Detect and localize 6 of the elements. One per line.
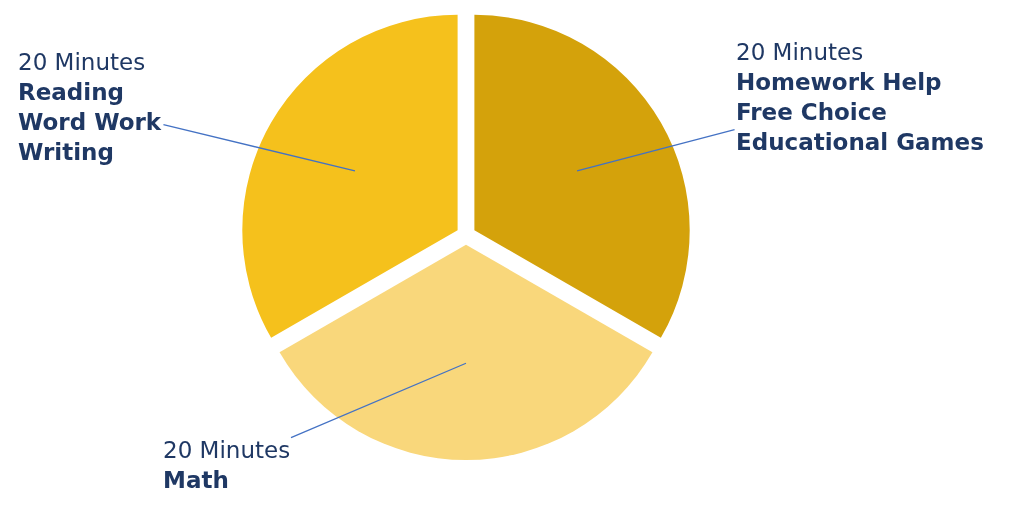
slice-label: Math	[163, 466, 229, 493]
data-label: 20 Minutes	[18, 49, 146, 75]
data-label: 20 Minutes	[736, 39, 864, 65]
slice-label: Reading Word Work Writing	[18, 78, 162, 165]
data-label: 20 Minutes	[163, 437, 291, 463]
slice-label: Homework Help Free Choice Educational Games	[736, 68, 984, 155]
